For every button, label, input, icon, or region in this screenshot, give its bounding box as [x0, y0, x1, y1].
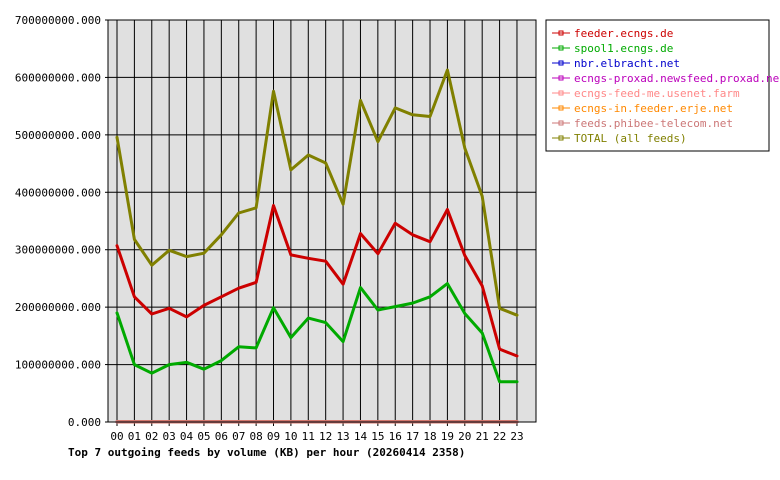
- x-tick-label: 03: [163, 430, 176, 443]
- legend-swatch-marker: [558, 135, 564, 141]
- x-tick-label: 01: [128, 430, 141, 443]
- y-axis-ticks: 0.000 100000000.000 200000000.000 300000000…: [15, 14, 108, 429]
- grid-lines: [108, 19, 536, 423]
- legend-label: ecngs-proxad.newsfeed.proxad.net: [574, 72, 780, 85]
- x-tick-label: 05: [197, 430, 210, 443]
- x-tick-label: 21: [476, 430, 489, 443]
- legend-item: TOTAL (all feeds): [552, 132, 687, 145]
- legend-item: ecngs-feed-me.usenet.farm: [552, 87, 740, 100]
- x-tick-label: 20: [458, 430, 471, 443]
- y-tick-label: 100000000.000: [15, 359, 101, 372]
- legend-box: [545, 19, 770, 152]
- x-tick-label: 11: [302, 430, 315, 443]
- y-tick-label: 0.000: [68, 416, 101, 429]
- legend-item: ecngs-proxad.newsfeed.proxad.net: [552, 72, 780, 85]
- legend-swatch-marker: [558, 75, 564, 81]
- legend-item: feeds.phibee-telecom.net: [552, 117, 733, 130]
- y-tick-label: 300000000.000: [15, 244, 101, 257]
- x-tick-label: 18: [423, 430, 436, 443]
- x-tick-label: 07: [232, 430, 245, 443]
- plot-background: [108, 20, 536, 422]
- x-tick-label: 16: [389, 430, 402, 443]
- legend: feeder.ecngs.de spool1.ecngs.de nbr.elbrac…: [545, 19, 780, 152]
- legend-swatch-marker: [558, 105, 564, 111]
- y-tick-label: 500000000.000: [15, 129, 101, 142]
- legend-label: TOTAL (all feeds): [574, 132, 687, 145]
- legend-swatch-marker: [558, 30, 564, 36]
- legend-label: feeder.ecngs.de: [574, 27, 673, 40]
- legend-swatch-marker: [558, 60, 564, 66]
- x-tick-label: 02: [145, 430, 158, 443]
- series-line: [115, 282, 519, 384]
- legend-item: ecngs-in.feeder.erje.net: [552, 102, 733, 115]
- x-tick-label: 19: [441, 430, 454, 443]
- plot-border: [107, 19, 537, 423]
- series-line: [115, 204, 519, 358]
- x-tick-label: 17: [406, 430, 419, 443]
- x-tick-label: 04: [180, 430, 194, 443]
- legend-item: spool1.ecngs.de: [552, 42, 673, 55]
- y-tick-label: 400000000.000: [15, 186, 101, 199]
- y-tick-label: 700000000.000: [15, 14, 101, 27]
- x-tick-label: 22: [493, 430, 506, 443]
- legend-label: ecngs-feed-me.usenet.farm: [574, 87, 740, 100]
- x-tick-label: 23: [510, 430, 523, 443]
- legend-swatch-marker: [558, 90, 564, 96]
- legend-label: spool1.ecngs.de: [574, 42, 673, 55]
- x-tick-label: 08: [249, 430, 262, 443]
- x-tick-label: 15: [371, 430, 384, 443]
- x-tick-label: 14: [354, 430, 368, 443]
- legend-label: ecngs-in.feeder.erje.net: [574, 102, 733, 115]
- x-tick-label: 06: [215, 430, 228, 443]
- legend-label: nbr.elbracht.net: [574, 57, 680, 70]
- x-tick-label: 09: [267, 430, 280, 443]
- x-axis-ticks: 00 01 02 03 04 05 06 07 08 09 10 11 12 13 14 15 16 17 18 19…: [110, 422, 524, 443]
- x-tick-label: 10: [284, 430, 297, 443]
- x-tick-label: 12: [319, 430, 332, 443]
- legend-label: feeds.phibee-telecom.net: [574, 117, 733, 130]
- y-tick-label: 600000000.000: [15, 71, 101, 84]
- legend-swatch-marker: [558, 120, 564, 126]
- series-line: [115, 68, 519, 317]
- legend-item: nbr.elbracht.net: [552, 57, 680, 70]
- y-tick-label: 200000000.000: [15, 301, 101, 314]
- x-tick-label: 13: [336, 430, 349, 443]
- legend-item: feeder.ecngs.de: [552, 27, 673, 40]
- legend-swatch-marker: [558, 45, 564, 51]
- x-tick-label: 00: [110, 430, 123, 443]
- chart-title: Top 7 outgoing feeds by volume (KB) per …: [68, 446, 465, 459]
